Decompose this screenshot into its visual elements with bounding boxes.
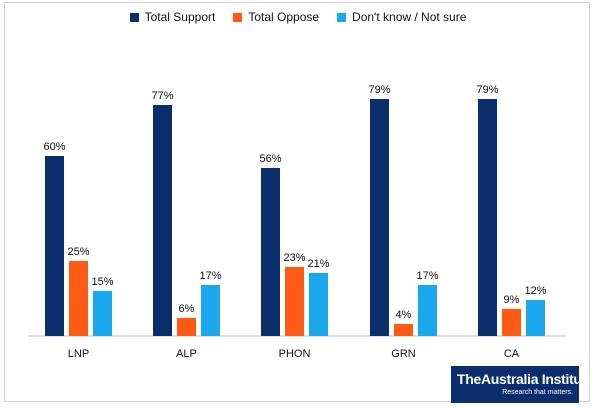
category-label-phon: PHON [279, 348, 311, 360]
data-label-phon-3: 21% [307, 258, 329, 270]
data-label-alp-2: 6% [179, 303, 195, 315]
data-label-alp-3: 17% [199, 270, 221, 282]
data-label-grn-2: 4% [396, 309, 412, 321]
logo-tagline: Research that matters. [502, 389, 573, 396]
bar-ca-1 [478, 99, 497, 336]
legend-item-oppose: Total Oppose [233, 10, 319, 24]
bar-phon-2 [285, 267, 304, 336]
bar-lnp-3 [93, 291, 112, 336]
bar-grn-1 [370, 99, 389, 336]
logo-title: TheAustralia Institute [457, 371, 594, 387]
bar-ca-2 [502, 309, 521, 336]
australia-institute-logo: TheAustralia Institute Research that mat… [451, 366, 594, 403]
legend-item-support: Total Support [129, 10, 216, 24]
bar-grn-2 [394, 324, 413, 336]
data-label-lnp-2: 25% [67, 246, 89, 258]
bar-phon-3 [309, 273, 328, 336]
data-label-alp-1: 77% [151, 90, 173, 102]
data-label-lnp-1: 60% [43, 141, 65, 153]
legend-swatch-dontknow [337, 12, 347, 22]
legend-item-dontknow: Don't know / Not sure [337, 10, 466, 24]
legend-swatch-support [129, 12, 139, 22]
bar-alp-3 [201, 285, 220, 336]
data-label-phon-2: 23% [283, 252, 305, 264]
bar-lnp-1 [45, 156, 64, 336]
data-label-grn-1: 79% [368, 84, 390, 96]
data-label-ca-2: 9% [504, 294, 520, 306]
category-label-ca: CA [504, 348, 520, 360]
bar-lnp-2 [69, 261, 88, 336]
data-label-phon-1: 56% [259, 153, 281, 165]
legend-swatch-oppose [233, 12, 243, 22]
chart-legend: Total Support Total Oppose Don't know / … [0, 10, 596, 24]
legend-label-oppose: Total Oppose [248, 10, 320, 24]
data-label-lnp-3: 15% [91, 276, 113, 288]
legend-label-support: Total Support [144, 10, 216, 24]
bar-alp-2 [177, 318, 196, 336]
category-label-alp: ALP [176, 348, 197, 360]
data-label-ca-3: 12% [524, 285, 546, 297]
data-label-grn-3: 17% [416, 270, 438, 282]
bar-phon-1 [261, 168, 280, 336]
data-label-ca-1: 79% [476, 84, 498, 96]
category-label-lnp: LNP [68, 348, 89, 360]
bar-grn-3 [418, 285, 437, 336]
bar-alp-1 [153, 105, 172, 336]
legend-label-dontknow: Don't know / Not sure [352, 10, 467, 24]
category-label-grn: GRN [391, 348, 416, 360]
bar-ca-3 [526, 300, 545, 336]
